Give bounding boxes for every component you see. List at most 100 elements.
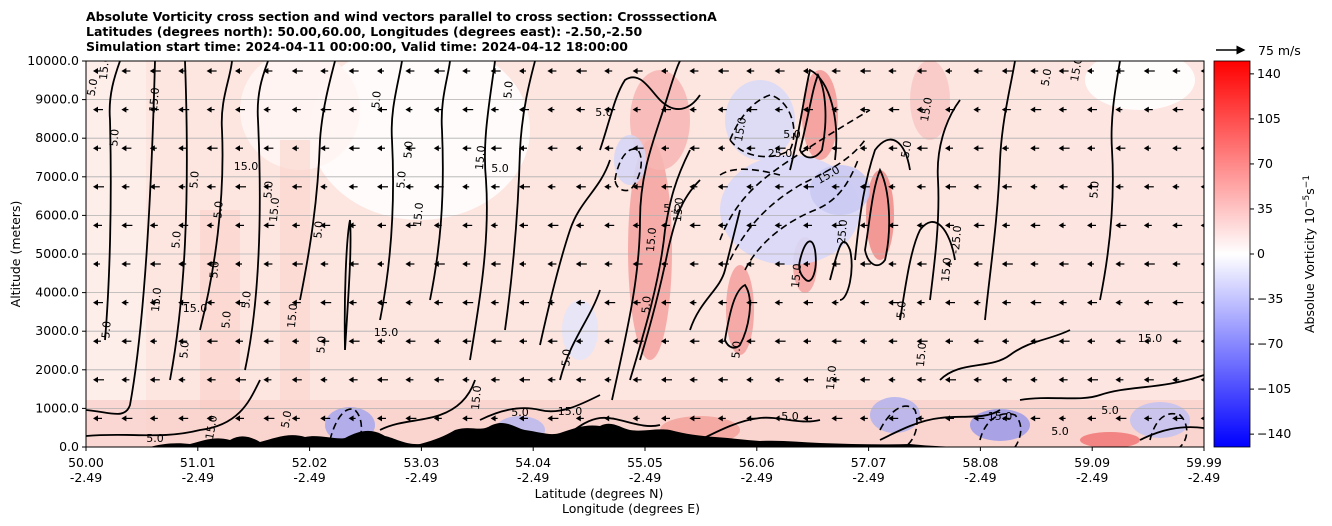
wind-vector-head xyxy=(149,183,155,190)
wind-vector-head xyxy=(263,376,269,383)
wind-vector-head xyxy=(661,376,666,383)
wind-vector-head xyxy=(1087,145,1092,152)
wind-vector-head xyxy=(1030,299,1036,306)
wind-vector-head xyxy=(1001,106,1007,113)
wind-vector-head xyxy=(235,222,240,229)
wind-vector-head xyxy=(831,338,837,345)
wind-vector-head xyxy=(661,299,666,306)
wind-vector-head xyxy=(859,376,865,383)
wind-vector-head xyxy=(1030,338,1036,345)
chart-title-line-3: Simulation start time: 2024-04-11 00:00:… xyxy=(86,39,628,54)
contour-line xyxy=(611,61,681,401)
wind-vector-head xyxy=(405,106,411,113)
wind-vector-head xyxy=(206,415,212,422)
wind-vector-head xyxy=(632,338,638,345)
wind-vector-head xyxy=(462,222,468,229)
wind-vector-head xyxy=(320,222,326,229)
contour-label: 5.0 xyxy=(1051,425,1069,438)
wind-vector-head xyxy=(490,299,496,306)
x-tick-label-longitude: -2.49 xyxy=(629,470,661,485)
x-tick-label-latitude: 56.06 xyxy=(739,455,775,470)
wind-vector-head xyxy=(831,68,837,74)
wind-vector-head xyxy=(490,376,496,383)
wind-vector-head xyxy=(263,106,269,113)
contour-line xyxy=(379,379,476,431)
wind-vector-head xyxy=(1143,145,1149,152)
wind-vector-head xyxy=(859,183,865,190)
wind-vector-head xyxy=(973,261,979,267)
wind-vector-head xyxy=(916,183,922,190)
wind-vector-head xyxy=(263,222,269,229)
contour-line xyxy=(789,68,838,171)
wind-vector-head xyxy=(803,145,808,152)
wind-vector-head xyxy=(1143,376,1149,383)
contour-label: 15.0 xyxy=(267,197,282,223)
wind-vector-head xyxy=(1172,338,1178,345)
wind-vector-head xyxy=(604,145,610,152)
y-tick-label: 10000.0 xyxy=(27,53,79,68)
contour-label: 25.0 xyxy=(768,147,793,160)
wind-vector-head xyxy=(604,338,610,345)
wind-vector-head xyxy=(1172,183,1178,190)
wind-vector-head xyxy=(1001,222,1007,229)
wind-vector-head xyxy=(774,183,780,190)
wind-vector-head xyxy=(291,261,297,267)
wind-vector-head xyxy=(803,299,808,306)
wind-vector-head xyxy=(746,299,752,306)
wind-vector-head xyxy=(774,376,780,383)
wind-vector-head xyxy=(433,145,439,152)
wind-vector-head xyxy=(320,376,326,383)
wind-vector-head xyxy=(462,183,468,190)
wind-vector-head xyxy=(235,415,240,422)
wind-vector-head xyxy=(121,415,127,422)
wind-vector-head xyxy=(604,376,610,383)
x-tick-label-longitude: -2.49 xyxy=(852,470,884,485)
wind-vector-head xyxy=(1200,261,1204,267)
wind-vector-head xyxy=(859,299,865,306)
wind-vector-head xyxy=(1030,145,1036,152)
wind-vector-head xyxy=(717,415,723,422)
wind-vector-head xyxy=(405,415,411,422)
wind-vector-head xyxy=(547,261,553,267)
wind-vector-head xyxy=(1001,338,1007,345)
wind-vector-head xyxy=(93,376,98,383)
wind-vector-head xyxy=(348,338,354,345)
contour-line xyxy=(979,413,1022,447)
wind-vector-head xyxy=(1200,377,1204,382)
contour-label: 15.0 xyxy=(469,385,484,411)
wind-vector-head xyxy=(575,106,581,113)
wind-vector-head xyxy=(263,299,269,306)
contour-label: 15.0 xyxy=(671,197,686,223)
wind-vector-head xyxy=(121,106,127,113)
wind-vector-head xyxy=(689,376,695,383)
wind-vector-head xyxy=(462,338,468,345)
wind-vector-head xyxy=(1087,415,1092,422)
wind-vector-head xyxy=(859,106,865,113)
wind-vector-head xyxy=(206,338,212,345)
contour-label: 15.0 xyxy=(732,116,749,142)
wind-vector-head xyxy=(291,338,297,345)
wind-vector-head xyxy=(774,145,780,152)
wind-vector-head xyxy=(717,338,723,345)
wind-vector-head xyxy=(604,222,610,229)
x-tick-label-latitude: 59.99 xyxy=(1186,455,1222,470)
wind-vector-head xyxy=(377,183,382,190)
wind-vector-head xyxy=(405,299,411,306)
wind-vector-head xyxy=(1143,106,1149,113)
wind-vector-head xyxy=(1058,222,1064,229)
x-tick-label-latitude: 57.07 xyxy=(851,455,887,470)
contour-line xyxy=(629,149,691,381)
colorbar-tick-label: 0 xyxy=(1257,246,1265,261)
wind-vector-head xyxy=(1143,299,1149,306)
wind-vector-head xyxy=(774,106,780,113)
contour-label: 15.0 xyxy=(918,96,935,122)
x-tick-label-longitude: -2.49 xyxy=(293,470,325,485)
wind-vector-head xyxy=(1115,68,1121,74)
wind-vector-head xyxy=(405,338,411,345)
contour-label: 15.0 xyxy=(149,287,164,313)
wind-vector-head xyxy=(831,415,837,422)
wind-vector-head xyxy=(348,145,354,152)
wind-vector-head xyxy=(831,261,837,267)
wind-vector-head xyxy=(888,68,894,74)
wind-vector-head xyxy=(178,299,184,306)
